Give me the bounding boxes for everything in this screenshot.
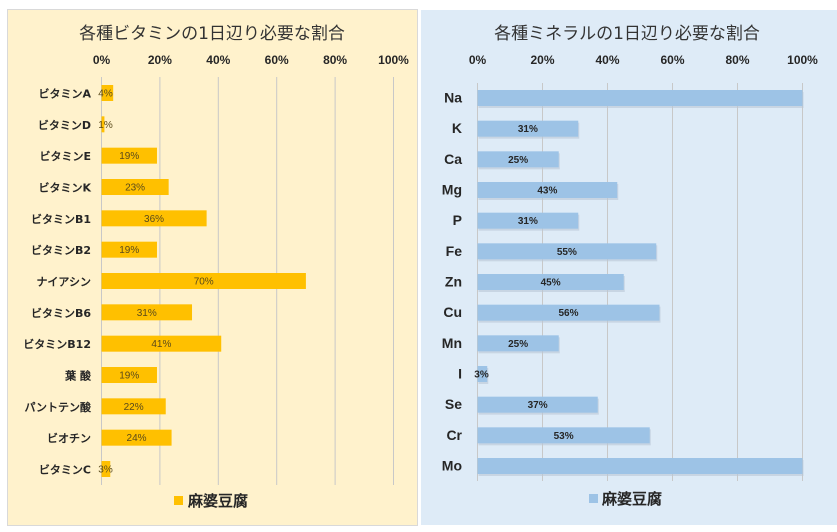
mineral-category-label: Cu <box>443 304 462 320</box>
vitamin-data-label: 1% <box>98 120 113 131</box>
mineral-x-tick-label: 0% <box>469 53 487 67</box>
mineral-bar <box>477 427 650 444</box>
vitamin-bar <box>101 398 166 415</box>
vitamin-chart-panel <box>7 9 418 526</box>
mineral-x-tick-label: 60% <box>660 53 684 67</box>
mineral-bar <box>477 304 660 321</box>
mineral-bar <box>477 243 657 260</box>
vitamin-legend-label: 麻婆豆腐 <box>187 492 248 510</box>
vitamin-x-tick-label: 100% <box>378 53 409 67</box>
vitamin-data-label: 19% <box>119 371 139 382</box>
vitamin-x-tick-label: 0% <box>93 53 111 67</box>
vitamin-category-label: ビオチン <box>47 431 91 445</box>
mineral-x-tick-label: 40% <box>595 53 619 67</box>
vitamin-bar <box>101 116 105 133</box>
mineral-category-label: I <box>458 366 462 382</box>
vitamin-bar <box>101 335 222 352</box>
mineral-bar <box>477 151 559 168</box>
vitamin-category-label: ビタミンB1 <box>31 212 91 226</box>
vitamin-bar <box>101 304 193 321</box>
mineral-category-label: P <box>453 212 462 228</box>
mineral-category-label: Ca <box>444 151 462 167</box>
vitamin-x-tick-label: 80% <box>323 53 347 67</box>
mineral-category-label: Na <box>444 90 462 106</box>
vitamin-data-label: 19% <box>119 151 139 162</box>
vitamin-legend-swatch <box>174 496 183 505</box>
mineral-category-label: Mg <box>442 182 462 198</box>
vitamin-category-label: パントテン酸 <box>24 400 92 414</box>
mineral-bar <box>477 182 618 198</box>
vitamin-data-label: 3% <box>98 465 113 476</box>
vitamin-bar <box>101 147 157 164</box>
vitamin-bar <box>101 367 157 383</box>
mineral-chart-title: 各種ミネラルの1日辺り必要な割合 <box>494 24 760 44</box>
vitamin-bar <box>101 273 306 289</box>
mineral-category-label: Mo <box>442 458 462 474</box>
vitamin-chart-title: 各種ビタミンの1日辺り必要な割合 <box>79 24 345 44</box>
mineral-category-label: Mn <box>442 335 462 351</box>
vitamin-data-label: 31% <box>137 308 157 319</box>
vitamin-bar <box>101 429 172 446</box>
mineral-bar <box>477 120 579 137</box>
mineral-bar <box>477 335 559 352</box>
vitamin-bar <box>101 461 111 477</box>
mineral-bar <box>477 212 579 229</box>
mineral-category-label: Zn <box>445 274 462 290</box>
vitamin-bar <box>101 241 157 258</box>
vitamin-category-label: ビタミンK <box>38 181 91 195</box>
vitamin-data-label: 70% <box>194 277 214 288</box>
mineral-legend-swatch <box>589 494 598 503</box>
vitamin-category-label: ナイアシン <box>36 276 91 289</box>
mineral-data-label: 56% <box>558 308 578 319</box>
vitamin-category-label: ビタミンD <box>38 118 91 132</box>
mineral-data-label: 45% <box>541 278 561 289</box>
mineral-data-label: 25% <box>508 339 528 350</box>
mineral-bar <box>477 458 803 474</box>
vitamin-category-label: ビタミンC <box>39 463 91 477</box>
vitamin-legend: 麻婆豆腐 <box>174 492 248 510</box>
vitamin-x-tick-label: 40% <box>206 53 230 67</box>
mineral-category-label: Cr <box>446 427 462 443</box>
vitamin-x-tick-label: 60% <box>265 53 289 67</box>
vitamin-category-label: 葉 酸 <box>64 369 92 383</box>
vitamin-category-label: ビタミンB12 <box>23 337 91 351</box>
vitamin-data-label: 4% <box>98 89 113 100</box>
vitamin-data-label: 19% <box>119 245 139 256</box>
mineral-bar <box>477 366 488 382</box>
vitamin-data-label: 22% <box>124 402 144 413</box>
mineral-category-label: K <box>452 120 462 136</box>
mineral-category-label: Se <box>445 396 462 412</box>
mineral-data-label: 31% <box>518 124 538 135</box>
mineral-bar <box>477 90 803 106</box>
vitamin-data-label: 36% <box>144 214 164 225</box>
vitamin-data-label: 41% <box>151 339 171 350</box>
mineral-data-label: 37% <box>528 400 548 411</box>
vitamin-data-label: 24% <box>127 433 147 444</box>
mineral-data-label: 55% <box>557 247 577 258</box>
mineral-legend: 麻婆豆腐 <box>589 490 662 508</box>
vitamin-bar <box>101 179 169 195</box>
mineral-bar <box>477 396 598 413</box>
vitamin-category-label: ビタミンB6 <box>31 306 91 320</box>
vitamin-x-tick-label: 20% <box>148 53 172 67</box>
mineral-x-tick-label: 100% <box>787 53 818 67</box>
mineral-data-label: 25% <box>508 155 528 166</box>
mineral-x-tick-label: 20% <box>530 53 554 67</box>
vitamin-category-label: ビタミンB2 <box>31 243 91 257</box>
mineral-legend-label: 麻婆豆腐 <box>601 490 662 508</box>
vitamin-bar <box>101 210 207 227</box>
vitamin-category-label: ビタミンE <box>39 149 91 163</box>
mineral-bar <box>477 274 624 290</box>
mineral-data-label: 53% <box>554 431 574 442</box>
vitamin-category-label: ビタミンA <box>38 87 91 101</box>
vitamin-data-label: 23% <box>125 183 145 194</box>
mineral-category-label: Fe <box>446 243 463 259</box>
mineral-x-tick-label: 80% <box>725 53 749 67</box>
mineral-data-label: 3% <box>474 370 489 381</box>
vitamin-bar <box>101 85 114 101</box>
mineral-data-label: 31% <box>518 216 538 227</box>
mineral-data-label: 43% <box>537 186 557 197</box>
